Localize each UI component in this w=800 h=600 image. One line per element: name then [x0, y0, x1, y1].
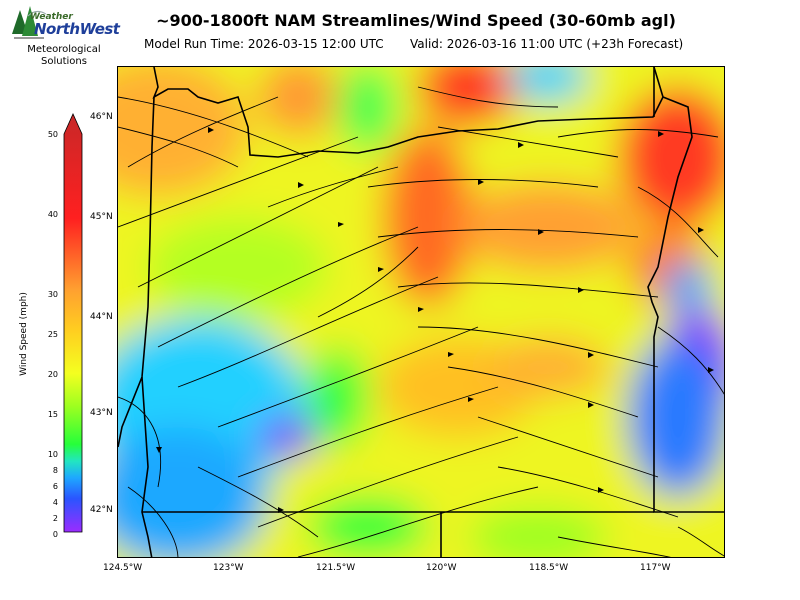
colorbar-tick-label: 50: [47, 130, 58, 139]
colorbar-gradient: [63, 113, 83, 533]
map-canvas: [118, 67, 724, 557]
lon-tick-label: 123°W: [213, 563, 244, 573]
colorbar-tick-label: 20: [47, 370, 58, 379]
lon-tick-label: 118.5°W: [529, 563, 569, 573]
wind-speed-map: [117, 66, 725, 558]
valid-time: Valid: 2026-03-16 11:00 UTC (+23h Foreca…: [410, 37, 684, 51]
colorbar-tick-label: 10: [47, 450, 58, 459]
organization-name: Meteorological Solutions: [27, 44, 101, 67]
lat-tick-label: 42°N: [90, 505, 113, 515]
colorbar-tick-label: 40: [47, 210, 58, 219]
colorbar-tick-label: 8: [52, 466, 58, 475]
lat-tick-label: 45°N: [90, 212, 113, 222]
weather-northwest-logo: Weather NorthWest Meteorological Solutio…: [8, 4, 120, 70]
wind-speed-field: [118, 67, 724, 557]
lon-tick-label: 120°W: [426, 563, 457, 573]
colorbar-title: Wind Speed (mph): [19, 292, 29, 376]
state-borders: [118, 67, 724, 557]
lat-tick-label: 46°N: [90, 112, 113, 122]
streamlines: [118, 86, 724, 557]
logo-word-northwest: NorthWest: [34, 20, 120, 38]
colorbar-tick-label: 4: [52, 498, 58, 507]
colorbar-tick-label: 15: [47, 410, 58, 419]
lat-tick-label: 43°N: [90, 408, 113, 418]
lon-tick-label: 124.5°W: [103, 563, 143, 573]
page-title: ~900-1800ft NAM Streamlines/Wind Speed (…: [156, 11, 676, 30]
lon-tick-label: 121.5°W: [316, 563, 356, 573]
lon-tick-label: 117°W: [640, 563, 671, 573]
colorbar-tick-label: 2: [52, 514, 58, 523]
tree-logo-icon: [12, 6, 47, 39]
logo-word-weather: Weather: [30, 12, 73, 22]
colorbar-tick-label: 6: [52, 482, 58, 491]
streamline-arrows: [156, 127, 714, 513]
lat-tick-label: 44°N: [90, 312, 113, 322]
colorbar-tick-label: 0: [52, 530, 58, 539]
colorbar-tick-label: 25: [47, 330, 58, 339]
colorbar-tick-label: 30: [47, 290, 58, 299]
model-run-time: Model Run Time: 2026-03-15 12:00 UTC: [144, 37, 384, 51]
